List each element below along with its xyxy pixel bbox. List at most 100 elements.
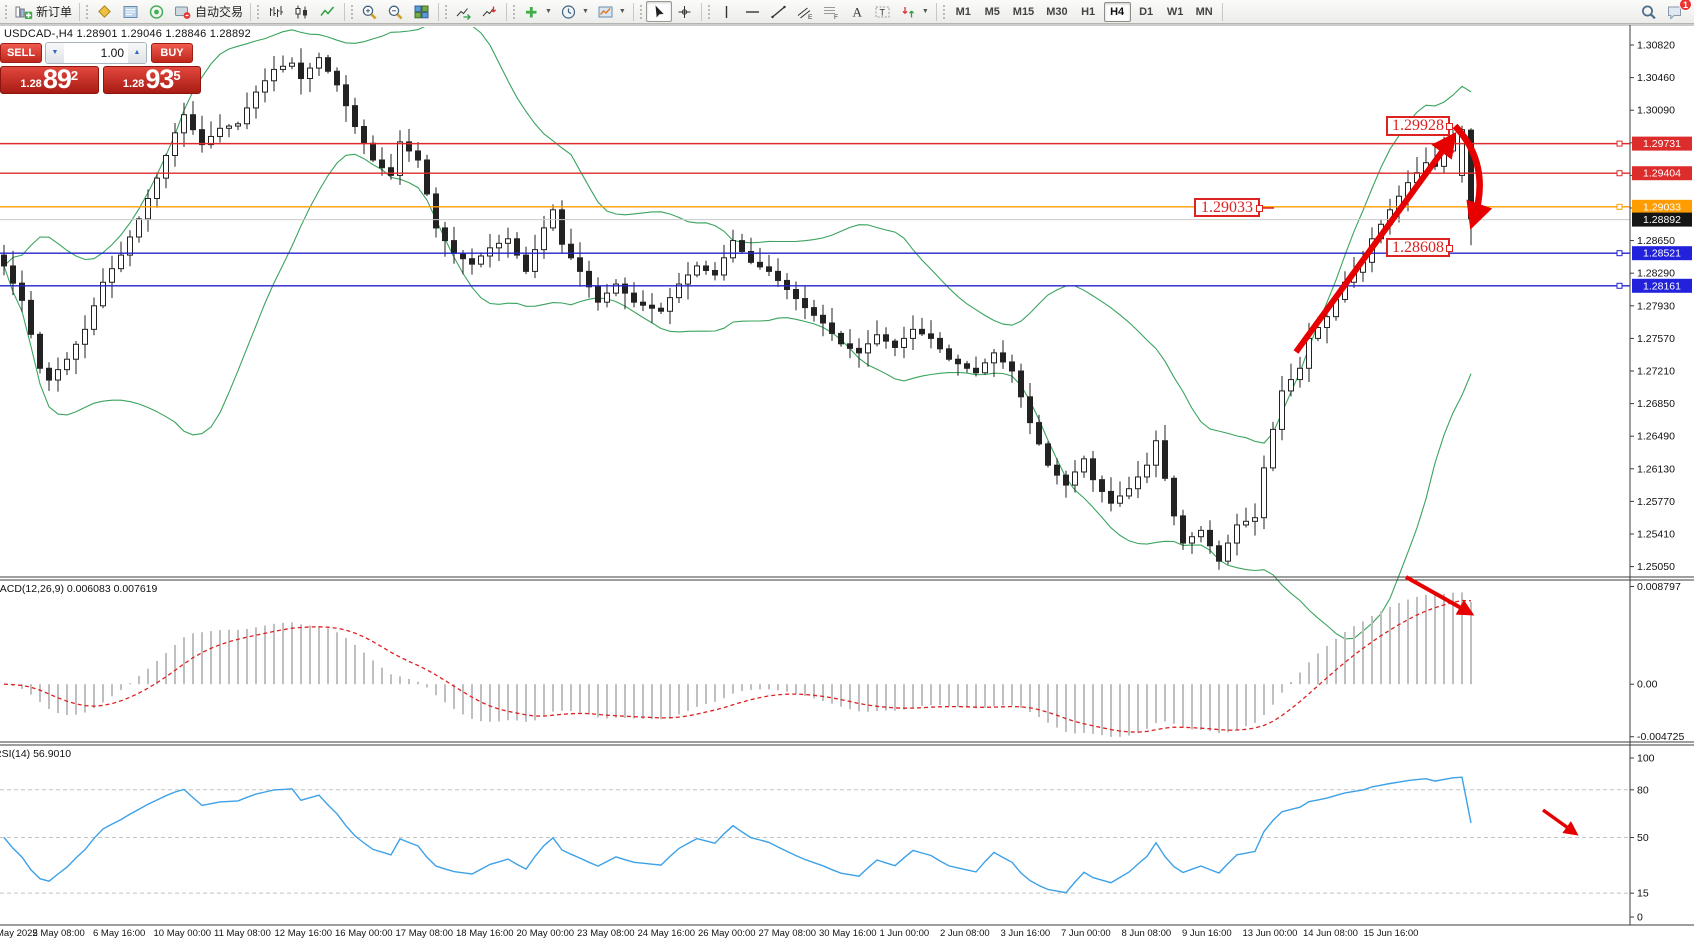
cursor-button[interactable] bbox=[645, 1, 672, 22]
svg-text:20 May 00:00: 20 May 00:00 bbox=[517, 928, 575, 938]
volume-decrease-button[interactable]: ▼ bbox=[46, 42, 64, 63]
svg-text:1.27210: 1.27210 bbox=[1637, 366, 1675, 378]
sell-price-panel[interactable]: 1.28 89 2 bbox=[0, 66, 99, 94]
macd-down-arrow[interactable] bbox=[1405, 575, 1475, 616]
toolbar-grip[interactable] bbox=[350, 3, 356, 20]
autotrading-icon bbox=[175, 6, 191, 19]
timeframe-button-d1[interactable]: D1 bbox=[1139, 5, 1154, 18]
toolbar-grip[interactable] bbox=[941, 3, 947, 20]
volume-increase-button[interactable]: ▲ bbox=[128, 42, 146, 63]
trend-up-arrow[interactable] bbox=[1293, 131, 1457, 354]
dropdown-caret-icon[interactable]: ▼ bbox=[581, 8, 589, 15]
annotation-price-label-1.29033[interactable]: 1.29033 bbox=[1194, 198, 1263, 217]
svg-text:1.28521: 1.28521 bbox=[1643, 248, 1681, 260]
notifications-button[interactable]: 1 bbox=[1662, 0, 1692, 22]
toolbar-grip[interactable] bbox=[706, 3, 712, 20]
annotations[interactable] bbox=[1262, 123, 1579, 836]
toolbar-grip[interactable] bbox=[512, 3, 518, 20]
indicators-button[interactable]: ▼ bbox=[519, 1, 556, 22]
line-handle[interactable] bbox=[1616, 203, 1623, 210]
svg-text:23 May 08:00: 23 May 08:00 bbox=[577, 928, 635, 938]
line-handle[interactable] bbox=[1616, 170, 1623, 177]
timeframe-button-h4[interactable]: H4 bbox=[1103, 1, 1131, 22]
toolbar-grip[interactable] bbox=[638, 3, 644, 20]
svg-text:5 May 08:00: 5 May 08:00 bbox=[33, 928, 85, 938]
timeframe-button-m15[interactable]: M15 bbox=[1012, 5, 1035, 18]
chart-background bbox=[0, 24, 1694, 938]
svg-text:1.27570: 1.27570 bbox=[1637, 333, 1675, 345]
svg-text:6 May 16:00: 6 May 16:00 bbox=[93, 928, 145, 938]
navigator-button[interactable] bbox=[118, 1, 144, 22]
crosshair-button[interactable] bbox=[672, 1, 698, 22]
tile-windows-button[interactable] bbox=[409, 1, 435, 22]
dropdown-caret-icon[interactable]: ▼ bbox=[618, 8, 626, 15]
templates-button[interactable]: ▼ bbox=[593, 1, 630, 22]
buy-button[interactable]: BUY bbox=[151, 42, 193, 63]
zoom-out-button[interactable] bbox=[383, 1, 409, 22]
text-tool-button[interactable]: A bbox=[844, 1, 870, 22]
toolbar-separator bbox=[344, 2, 346, 21]
volume-input[interactable] bbox=[64, 42, 128, 63]
dropdown-caret-icon[interactable]: ▼ bbox=[545, 8, 552, 15]
dropdown-caret-icon[interactable]: ▼ bbox=[921, 8, 929, 15]
svg-text:80: 80 bbox=[1637, 784, 1649, 796]
new-order-button[interactable]: 新订单 bbox=[11, 1, 76, 22]
rsi-line bbox=[3, 776, 1472, 894]
trendline-button[interactable] bbox=[766, 1, 792, 22]
shapes-button[interactable]: ▼ bbox=[896, 1, 933, 22]
vertical-line-button[interactable] bbox=[714, 1, 740, 22]
toolbar-separator bbox=[438, 2, 440, 21]
search-button[interactable] bbox=[1636, 1, 1662, 22]
autotrading-button[interactable]: 自动交易 bbox=[170, 1, 247, 22]
line-handle[interactable] bbox=[1616, 282, 1623, 289]
toolbar-grip[interactable] bbox=[256, 3, 262, 20]
new-order-label: 新订单 bbox=[36, 5, 73, 19]
reversal-down-arrow[interactable] bbox=[1452, 123, 1493, 230]
chart-candles-button[interactable] bbox=[289, 1, 315, 22]
crosshair-icon bbox=[678, 5, 691, 18]
buy-price-panel[interactable]: 1.28 93 5 bbox=[102, 66, 201, 94]
channel-button[interactable]: E bbox=[792, 1, 818, 22]
toolbar-separator bbox=[79, 2, 81, 21]
label-tool-button[interactable]: T bbox=[870, 1, 896, 22]
auto-scroll-button[interactable] bbox=[451, 1, 477, 22]
timeframe-button-h1[interactable]: H1 bbox=[1081, 5, 1096, 18]
periods-button[interactable]: ▼ bbox=[556, 1, 593, 22]
price-level-lines[interactable] bbox=[0, 140, 1630, 289]
rsi-down-arrow[interactable] bbox=[1541, 808, 1579, 836]
notification-badge: 1 bbox=[1679, 0, 1692, 11]
timeframe-button-mn[interactable]: MN bbox=[1195, 5, 1213, 18]
chart-bars-button[interactable] bbox=[263, 1, 289, 22]
svg-text:1.25050: 1.25050 bbox=[1637, 561, 1675, 573]
line-handle[interactable] bbox=[1616, 250, 1623, 257]
price-axis[interactable]: 1.308201.304601.300901.297301.293701.290… bbox=[1630, 40, 1692, 924]
chart-line-button[interactable] bbox=[315, 1, 341, 22]
timeframe-button-m5[interactable]: M5 bbox=[984, 5, 1000, 18]
timeframe-button-m30[interactable]: M30 bbox=[1046, 5, 1068, 18]
svg-text:May 2022: May 2022 bbox=[0, 928, 38, 938]
horizontal-line-button[interactable] bbox=[740, 1, 766, 22]
svg-text:9 Jun 16:00: 9 Jun 16:00 bbox=[1182, 928, 1232, 938]
toolbar-grip[interactable] bbox=[4, 3, 9, 20]
timeframe-button-w1[interactable]: W1 bbox=[1166, 5, 1184, 18]
toolbar-grip[interactable] bbox=[444, 3, 450, 20]
chart-bars-icon bbox=[270, 5, 284, 17]
fibonacci-button[interactable]: F bbox=[818, 1, 844, 22]
annotation-price-label-1.28608[interactable]: 1.28608 bbox=[1386, 238, 1453, 257]
zoom-in-button[interactable] bbox=[357, 1, 383, 22]
price-badge-1.28161 bbox=[1632, 278, 1692, 293]
signals-button[interactable] bbox=[144, 1, 170, 22]
chart-shift-button[interactable] bbox=[477, 1, 503, 22]
line-handle[interactable] bbox=[1616, 140, 1623, 147]
macd-pane bbox=[3, 592, 1472, 737]
annotation-price-label-1.29928[interactable]: 1.29928 bbox=[1386, 116, 1453, 136]
toolbar-grip[interactable] bbox=[85, 3, 91, 20]
market-watch-button[interactable] bbox=[92, 1, 118, 22]
svg-text:0.008797: 0.008797 bbox=[1637, 581, 1681, 593]
svg-text:3 Jun 16:00: 3 Jun 16:00 bbox=[1001, 928, 1051, 938]
bollinger-lower-band bbox=[3, 153, 1472, 640]
sell-button[interactable]: SELL bbox=[0, 42, 42, 63]
timeframe-button-m1[interactable]: M1 bbox=[955, 5, 971, 18]
